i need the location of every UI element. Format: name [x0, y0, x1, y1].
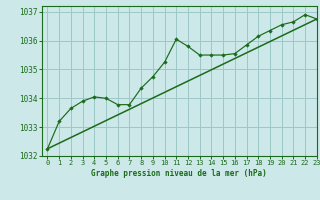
X-axis label: Graphe pression niveau de la mer (hPa): Graphe pression niveau de la mer (hPa) — [91, 169, 267, 178]
